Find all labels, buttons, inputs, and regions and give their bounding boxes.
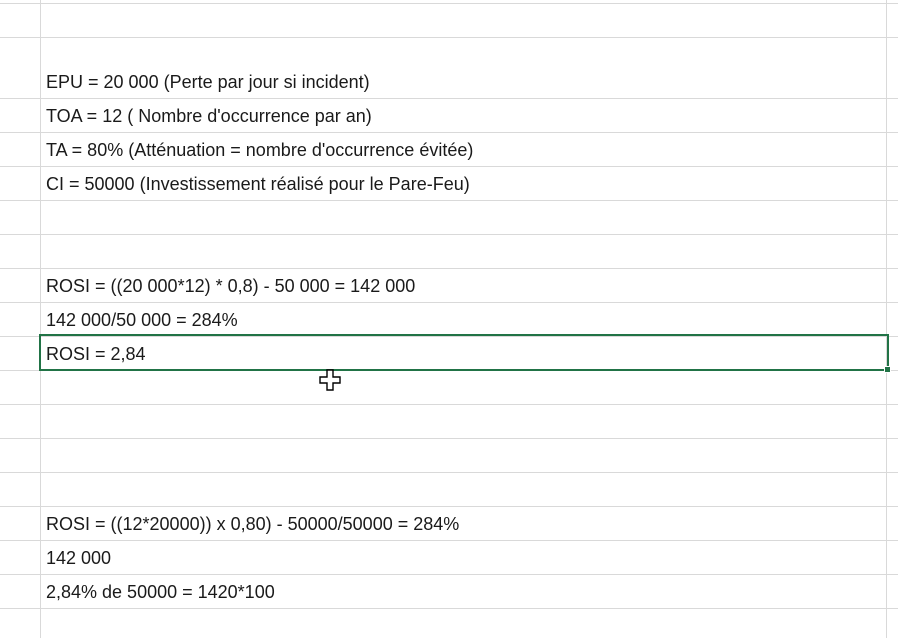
sheet-row: EPU = 20 000 (Perte par jour si incident… <box>0 65 898 99</box>
sheet-row <box>0 439 898 473</box>
sheet-row <box>0 4 898 38</box>
cell-toa[interactable]: TOA = 12 ( Nombre d'occurrence par an) <box>46 106 372 126</box>
cell-value[interactable]: 142 000 <box>46 548 112 568</box>
sheet-row <box>0 201 898 235</box>
sheet-row: TA = 80% (Atténuation = nombre d'occurre… <box>0 133 898 167</box>
sheet-row: ROSI = 2,84 <box>0 337 898 371</box>
cell[interactable] <box>41 609 886 638</box>
cell[interactable] <box>41 371 886 404</box>
cell[interactable] <box>41 0 886 3</box>
cell-ci[interactable]: CI = 50000 (Investissement réalisé pour … <box>46 174 470 194</box>
column-separator-right <box>886 0 887 638</box>
sheet-row <box>0 0 898 4</box>
sheet-row: ROSI = ((12*20000)) x 0,80) - 50000/5000… <box>0 507 898 541</box>
sheet-row: ROSI = ((20 000*12) * 0,8) - 50 000 = 14… <box>0 269 898 303</box>
cell-rosi-result[interactable]: ROSI = 2,84 <box>46 344 146 364</box>
column-separator-left <box>40 0 41 638</box>
sheet-row <box>0 371 898 405</box>
sheet-row: 142 000/50 000 = 284% <box>0 303 898 337</box>
cell[interactable] <box>41 473 886 506</box>
cell-rosi-ratio[interactable]: 142 000/50 000 = 284% <box>46 310 238 330</box>
cell[interactable] <box>41 439 886 472</box>
sheet-row <box>0 609 898 638</box>
sheet-row: 142 000 <box>0 541 898 575</box>
sheet-row <box>0 235 898 269</box>
sheet-row: CI = 50000 (Investissement réalisé pour … <box>0 167 898 201</box>
cell[interactable] <box>41 201 886 234</box>
cell-rosi-formula[interactable]: ROSI = ((20 000*12) * 0,8) - 50 000 = 14… <box>46 276 416 296</box>
cell-percent-note[interactable]: 2,84% de 50000 = 1420*100 <box>46 582 275 602</box>
cell[interactable] <box>41 4 886 37</box>
sheet-row <box>0 473 898 507</box>
sheet-row: 2,84% de 50000 = 1420*100 <box>0 575 898 609</box>
sheet-row <box>0 405 898 439</box>
cell[interactable] <box>41 405 886 438</box>
fill-handle[interactable] <box>884 366 891 373</box>
cell-rosi-alt-formula[interactable]: ROSI = ((12*20000)) x 0,80) - 50000/5000… <box>46 514 460 534</box>
cell-epu[interactable]: EPU = 20 000 (Perte par jour si incident… <box>46 72 370 92</box>
sheet-row: TOA = 12 ( Nombre d'occurrence par an) <box>0 99 898 133</box>
cell[interactable] <box>41 235 886 268</box>
cell-ta[interactable]: TA = 80% (Atténuation = nombre d'occurre… <box>46 140 474 160</box>
